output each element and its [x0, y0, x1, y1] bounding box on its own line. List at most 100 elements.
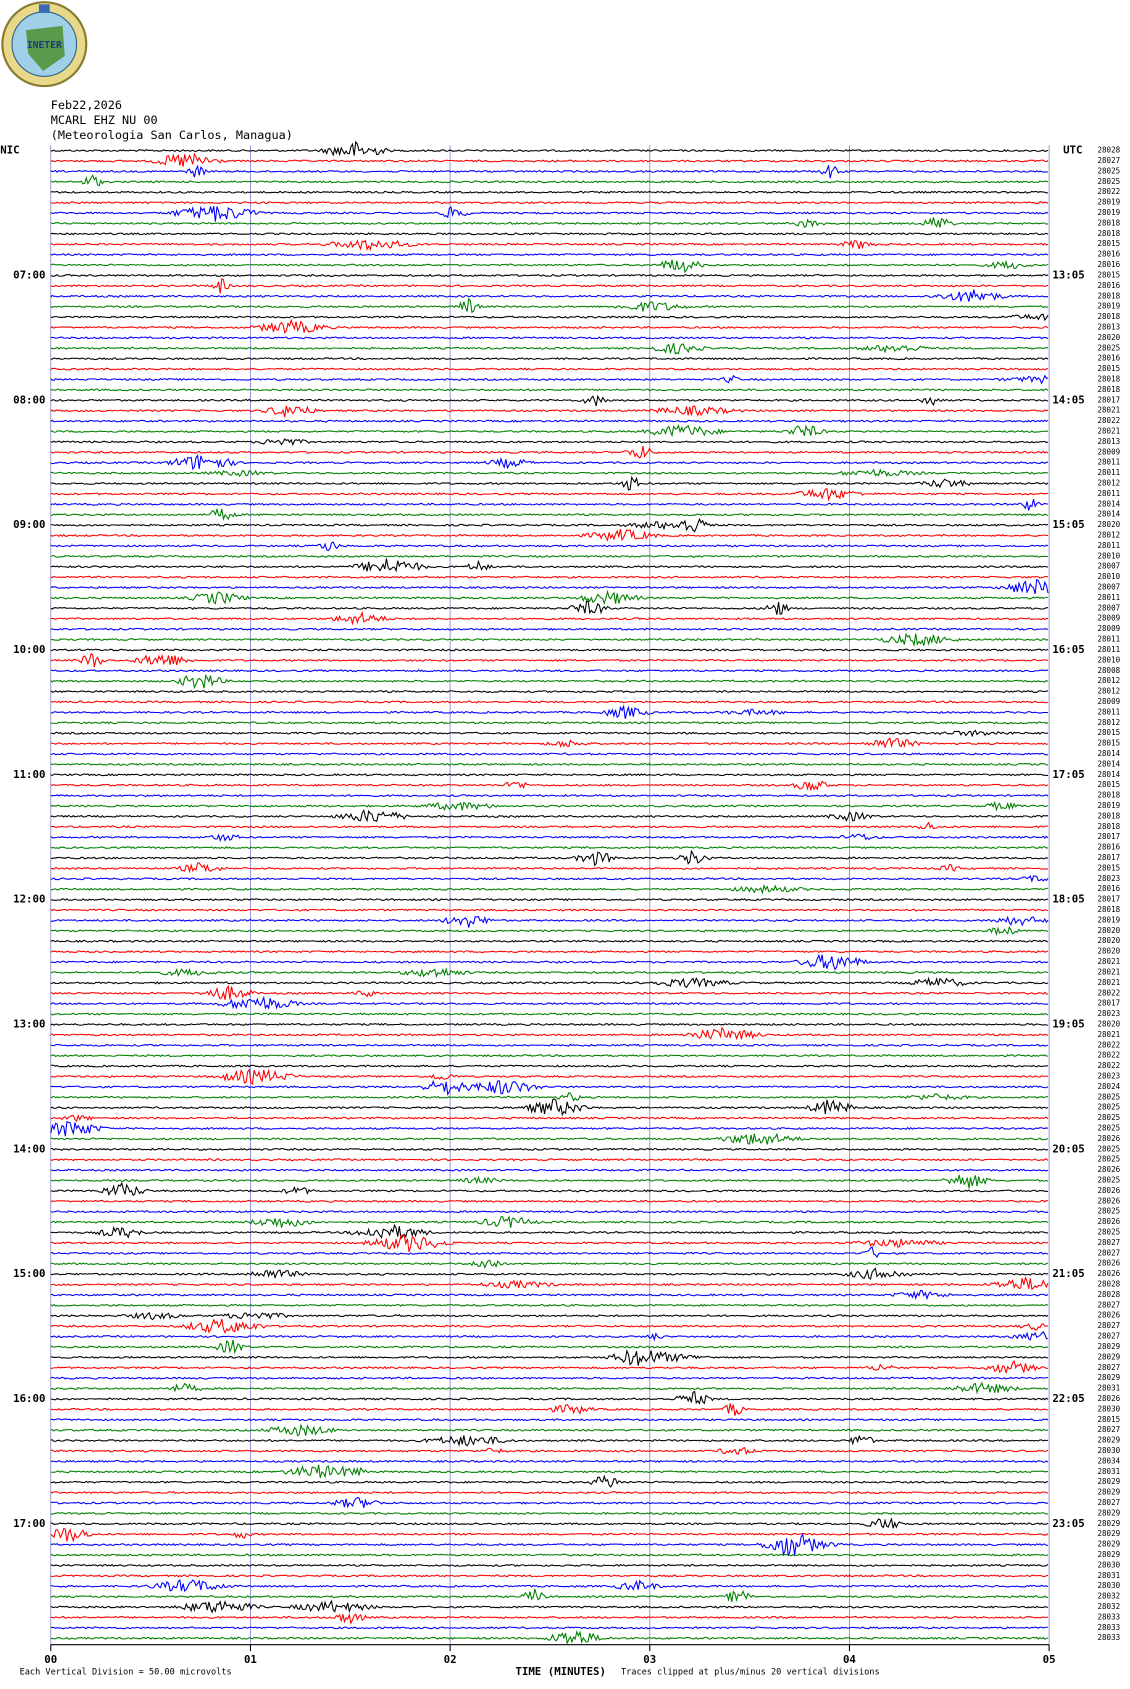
trace-count: 28017 — [1098, 999, 1121, 1008]
trace-count: 28034 — [1098, 1456, 1121, 1465]
trace — [50, 648, 1049, 652]
trace-count: 28027 — [1098, 156, 1121, 165]
trace — [50, 984, 1049, 1000]
trace — [50, 1068, 1049, 1086]
trace — [50, 1359, 1049, 1374]
trace-count: 28015 — [1098, 739, 1121, 748]
trace-count: 28012 — [1098, 718, 1121, 727]
trace-count: 28033 — [1098, 1633, 1121, 1642]
trace — [50, 152, 1049, 167]
trace-count: 28031 — [1098, 1384, 1121, 1393]
trace — [50, 239, 1049, 251]
trace-count: 28025 — [1098, 343, 1121, 352]
trace-count: 28026 — [1098, 1217, 1121, 1226]
trace — [50, 1579, 1049, 1593]
trace-count: 28019 — [1098, 915, 1121, 924]
trace-count: 28010 — [1098, 572, 1121, 581]
trace — [50, 1612, 1049, 1626]
trace-count: 28021 — [1098, 426, 1121, 435]
trace-count: 28016 — [1098, 354, 1121, 363]
trace — [50, 1147, 1049, 1151]
trace — [50, 1223, 1049, 1240]
trace-count: 28016 — [1098, 260, 1121, 269]
trace-count: 28009 — [1098, 624, 1121, 633]
trace — [50, 939, 1049, 943]
trace — [50, 1234, 1049, 1252]
trace-count: 28015 — [1098, 270, 1121, 279]
trace — [50, 953, 1049, 971]
trace — [50, 1459, 1049, 1463]
trace — [50, 487, 1049, 502]
trace-count: 28007 — [1098, 603, 1121, 612]
right-header: UTC — [1063, 144, 1082, 157]
trace — [50, 908, 1049, 912]
clip-note: Traces clipped at plus/minus 20 vertical… — [621, 1667, 880, 1677]
trace-count: 28024 — [1098, 1082, 1121, 1091]
trace-count: 28016 — [1098, 884, 1121, 893]
x-tick-label: 03 — [643, 1653, 656, 1666]
trace — [50, 793, 1049, 798]
trace — [50, 1376, 1049, 1380]
trace — [50, 704, 1049, 719]
trace-count: 28029 — [1098, 1352, 1121, 1361]
trace — [50, 1599, 1049, 1614]
trace-count: 28027 — [1098, 1332, 1121, 1341]
trace-count: 28025 — [1098, 166, 1121, 175]
right-time-label: 20:05 — [1052, 1142, 1084, 1155]
trace-count: 28022 — [1098, 1040, 1121, 1049]
trace-count: 28011 — [1098, 489, 1121, 498]
trace — [50, 925, 1049, 937]
trace — [50, 528, 1049, 542]
trace — [50, 1553, 1049, 1557]
left-time-label: 11:00 — [13, 768, 45, 781]
trace-count: 28031 — [1098, 1467, 1121, 1476]
trace-count: 28018 — [1098, 218, 1121, 227]
trace — [50, 1311, 1049, 1321]
trace-count: 28016 — [1098, 281, 1121, 290]
trace — [50, 1114, 1049, 1123]
trace-count: 28022 — [1098, 1051, 1121, 1060]
x-tick-label: 04 — [843, 1653, 856, 1666]
trace — [50, 419, 1049, 423]
right-time-label: 15:05 — [1052, 518, 1084, 531]
trace — [50, 438, 1049, 447]
trace-count: 28018 — [1098, 905, 1121, 914]
trace-count: 28020 — [1098, 926, 1121, 935]
trace-count: 28017 — [1098, 895, 1121, 904]
trace — [50, 558, 1049, 573]
trace-count: 28018 — [1098, 229, 1121, 238]
trace-count: 28027 — [1098, 1321, 1121, 1330]
right-time-label: 21:05 — [1052, 1267, 1084, 1280]
x-tick-label: 02 — [444, 1653, 457, 1666]
trace — [50, 1629, 1049, 1646]
trace — [50, 140, 1049, 157]
trace — [50, 1246, 1049, 1259]
trace-count: 28030 — [1098, 1404, 1121, 1413]
trace-count: 28029 — [1098, 1436, 1121, 1445]
trace — [50, 1064, 1049, 1068]
trace-count: 28016 — [1098, 843, 1121, 852]
left-time-label: 08:00 — [13, 393, 45, 406]
trace-count: 28026 — [1098, 1165, 1121, 1174]
scale-note: Each Vertical Division = 50.00 microvolt… — [20, 1667, 232, 1677]
trace-count: 28025 — [1098, 1092, 1121, 1101]
trace — [50, 1589, 1049, 1603]
trace — [50, 821, 1049, 830]
trace-count: 28010 — [1098, 655, 1121, 664]
trace-count: 28020 — [1098, 333, 1121, 342]
trace-count: 28029 — [1098, 1488, 1121, 1497]
trace-count: 28022 — [1098, 988, 1121, 997]
trace — [50, 752, 1049, 756]
trace — [50, 297, 1049, 314]
trace — [50, 1527, 1049, 1543]
trace — [50, 578, 1049, 595]
trace — [50, 1423, 1049, 1437]
trace — [50, 729, 1049, 738]
x-tick-label: 00 — [44, 1653, 57, 1666]
right-time-label: 16:05 — [1052, 643, 1084, 656]
trace-count: 28025 — [1098, 1123, 1121, 1132]
trace — [50, 1381, 1049, 1395]
trace-count: 28015 — [1098, 780, 1121, 789]
right-time-label: 13:05 — [1052, 268, 1084, 281]
trace — [50, 898, 1049, 902]
